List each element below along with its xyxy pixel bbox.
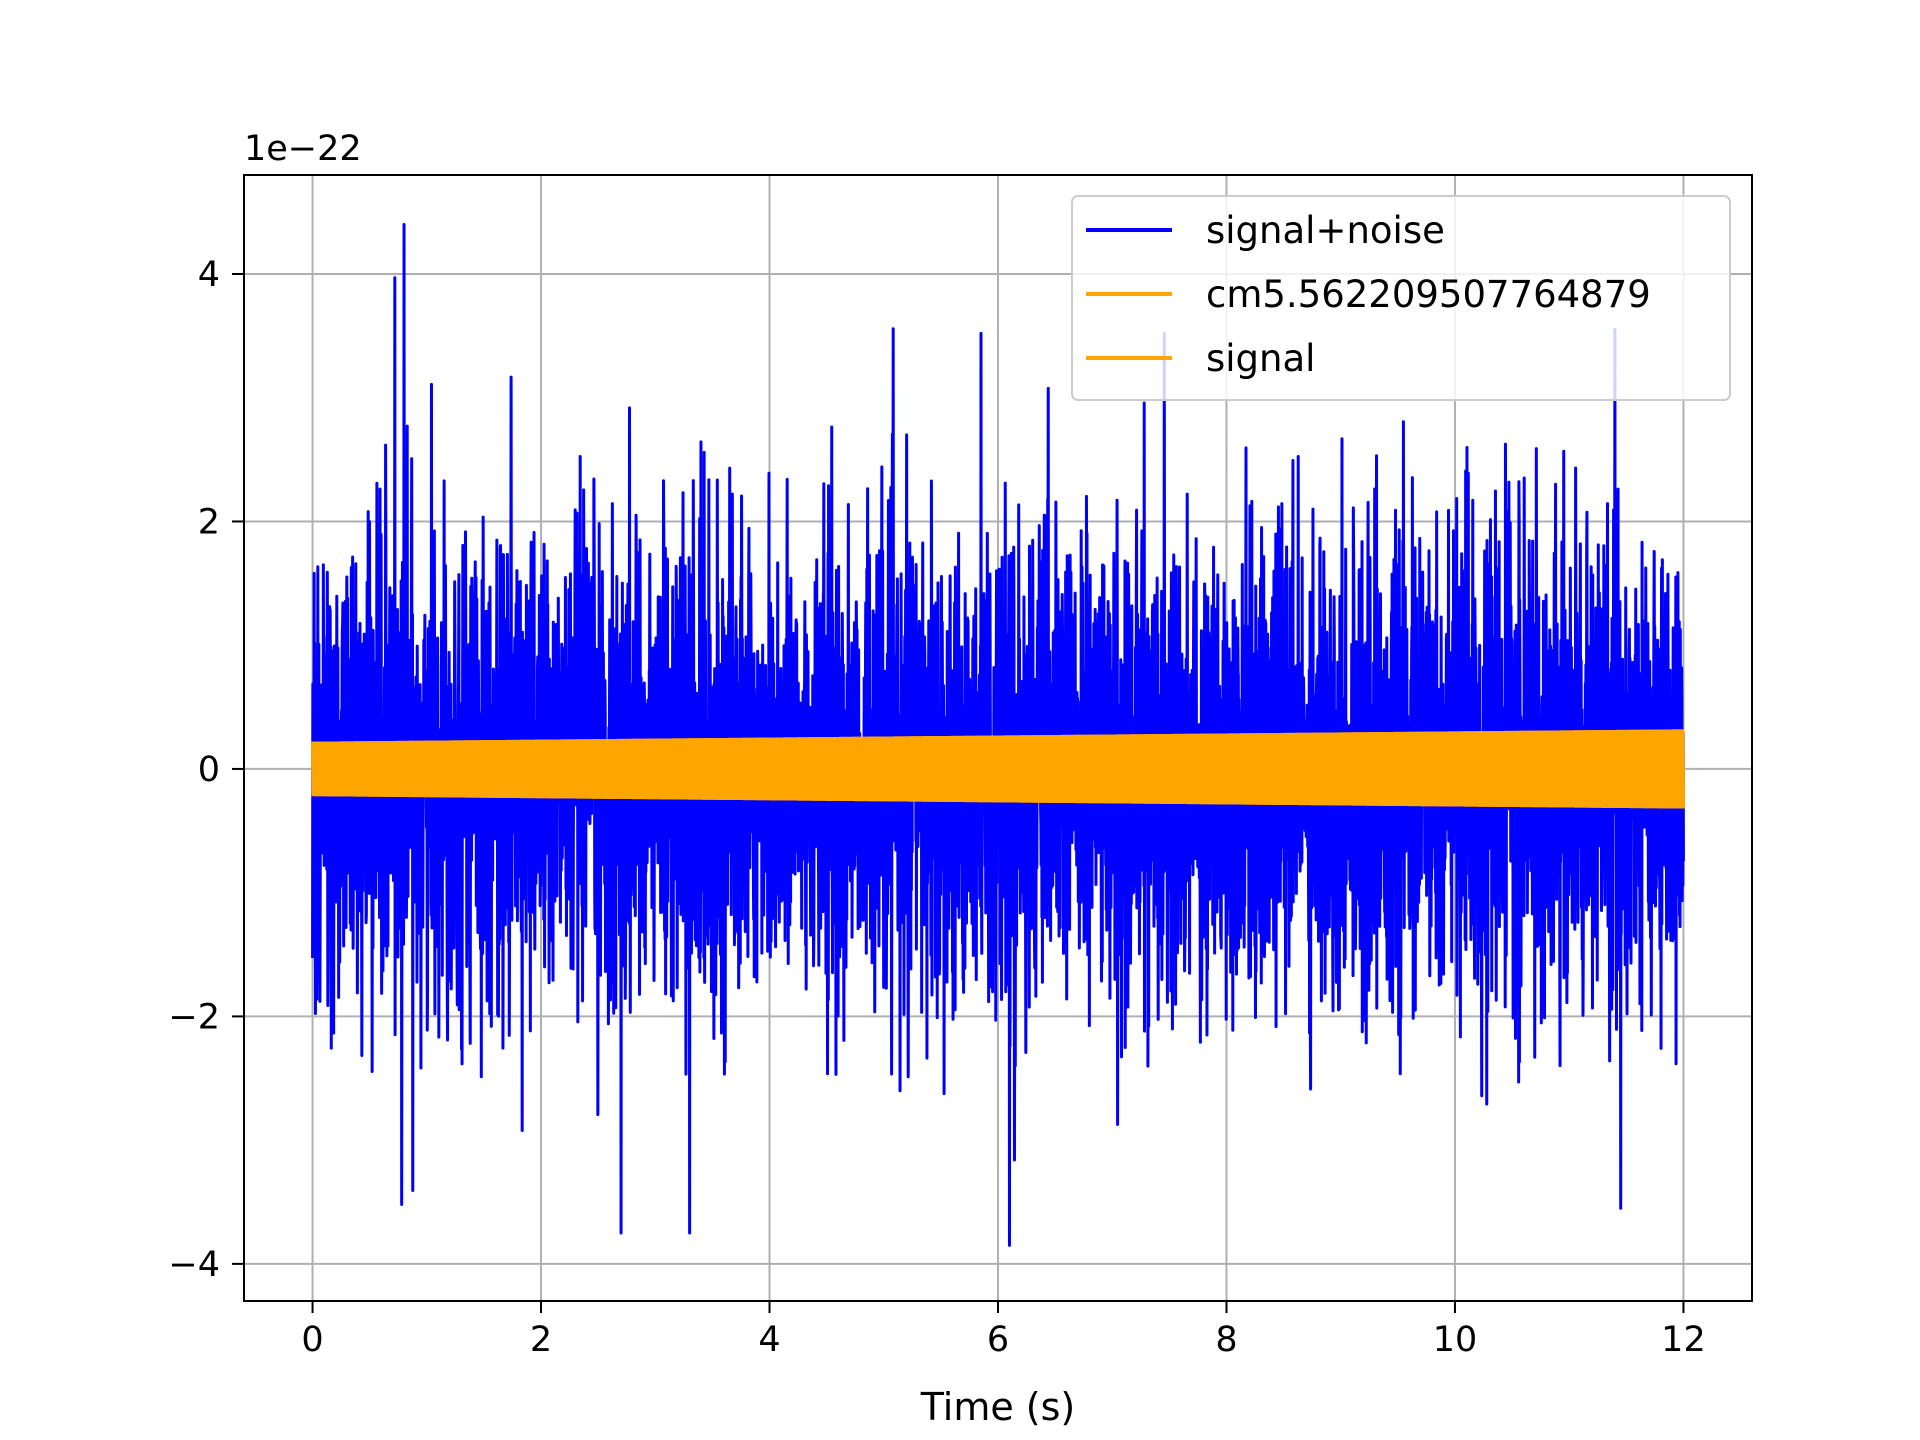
series-layer [311, 222, 1685, 1247]
legend-label-signal-noise: signal+noise [1206, 209, 1445, 252]
x-tick-label: 6 [987, 1320, 1009, 1360]
x-tick-label: 4 [758, 1320, 780, 1360]
y-tick-label: −4 [168, 1245, 220, 1285]
legend: signal+noise cm5.562209507764879 signal [1071, 195, 1731, 401]
y-offset-label: 1e−22 [244, 129, 362, 169]
x-tick-label: 0 [301, 1320, 323, 1360]
legend-box [1071, 195, 1731, 401]
x-tick-label: 10 [1433, 1320, 1478, 1360]
x-tick-label: 12 [1661, 1320, 1706, 1360]
x-axis-label: Time (s) [920, 1385, 1076, 1429]
y-tick-label: 2 [198, 502, 220, 542]
series-signal [311, 729, 1685, 809]
ticks: 0 2 4 6 8 10 12 −4 −2 0 2 4 [168, 255, 1705, 1360]
legend-label-signal: signal [1206, 337, 1315, 380]
y-tick-label: 0 [198, 750, 220, 790]
x-tick-label: 2 [530, 1320, 552, 1360]
y-tick-label: 4 [198, 255, 220, 295]
y-tick-label: −2 [168, 997, 220, 1037]
legend-label-cm: cm5.562209507764879 [1206, 273, 1651, 316]
x-tick-label: 8 [1215, 1320, 1237, 1360]
